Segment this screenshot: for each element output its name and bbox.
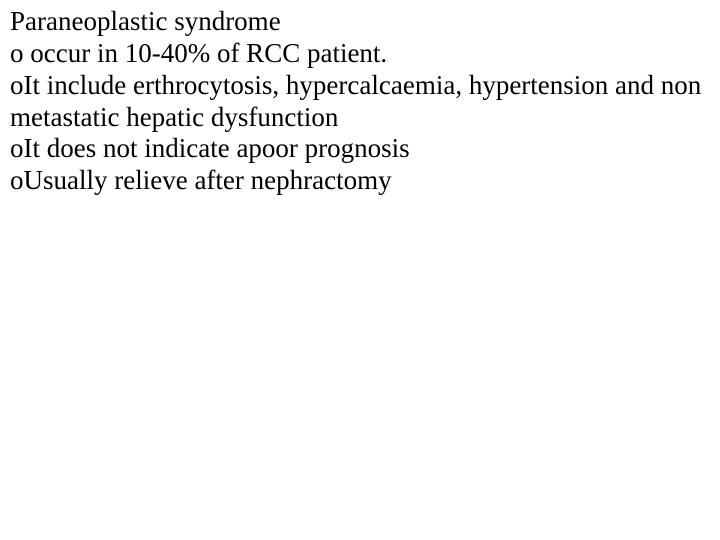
bullet-glyph: o [10, 38, 24, 68]
bullet-item: oIt does not indicate apoor prognosis [10, 133, 710, 165]
bullet-text: It include erthrocytosis, hypercalcaemia… [10, 70, 701, 132]
bullet-item: oUsually relieve after nephractomy [10, 165, 710, 197]
bullet-glyph: o [10, 133, 24, 163]
bullet-item: oIt include erthrocytosis, hypercalcaemi… [10, 70, 710, 134]
bullet-text: occur in 10-40% of RCC patient. [24, 38, 388, 68]
slide-title: Paraneoplastic syndrome [10, 6, 710, 38]
bullet-item: o occur in 10-40% of RCC patient. [10, 38, 710, 70]
bullet-glyph: o [10, 70, 24, 100]
bullet-glyph: o [10, 165, 24, 195]
bullet-text: It does not indicate apoor prognosis [24, 133, 410, 163]
slide: Paraneoplastic syndrome o occur in 10-40… [0, 0, 720, 540]
bullet-text: Usually relieve after nephractomy [24, 165, 392, 195]
